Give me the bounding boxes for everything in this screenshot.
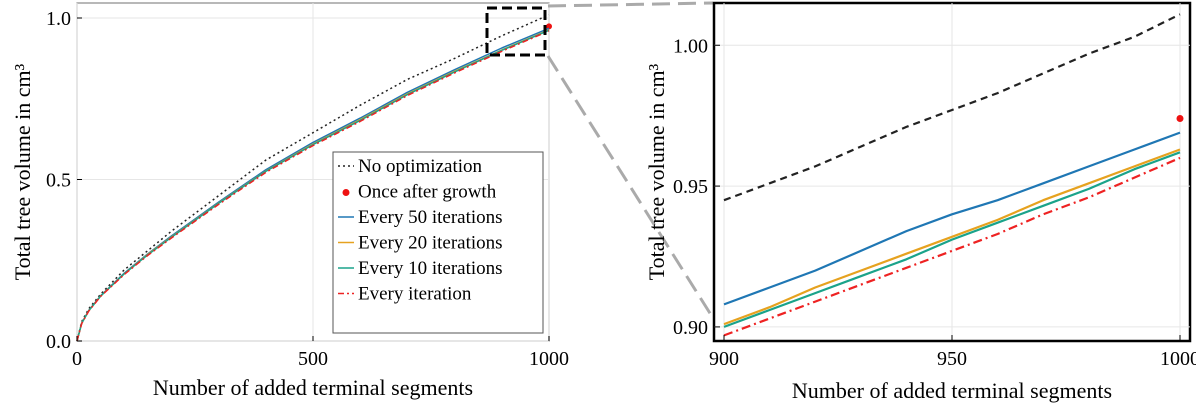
y-tick-label: 0.0	[46, 331, 71, 353]
legend-items: No optimization Once after growth Every 50…	[338, 156, 503, 305]
series-line-every-50-iterations	[723, 131, 1181, 306]
series-line-no-optimization	[76, 14, 550, 342]
series-line-every-iteration	[723, 156, 1181, 337]
legend-label-every-10-iterations: Every 10 iterations	[358, 258, 503, 279]
series-line-every-10-iterations	[723, 151, 1181, 328]
y-tick-label: 1.00	[673, 35, 708, 57]
series-point-once-after-growth	[546, 23, 552, 30]
legend-swatch-once-after-growth	[342, 189, 350, 196]
x-tick-label: 950	[937, 348, 967, 370]
legend-label-once-after-growth: Once after growth	[358, 182, 497, 203]
legend-label-every-20-iterations: Every 20 iterations	[358, 233, 503, 254]
y-tick-label: 0.95	[673, 176, 708, 198]
series-point-once-after-growth	[1176, 114, 1184, 122]
legend-label-no-optimization: No optimization	[358, 156, 483, 177]
x-tick-label: 0	[72, 348, 82, 370]
series-line-every-iteration	[76, 30, 550, 342]
legend-label-every-50-iterations: Every 50 iterations	[358, 207, 503, 228]
zoom-y-axis-label: Total tree volume in cm³	[644, 63, 669, 280]
main-x-axis-label: Number of added terminal segments	[153, 375, 473, 400]
x-tick-label: 500	[298, 348, 328, 370]
zoom-series	[723, 13, 1184, 337]
zoom-connector-top	[547, 1, 714, 8]
y-tick-label: 0.5	[46, 170, 71, 192]
legend-box	[332, 151, 544, 334]
x-tick-label: 1000	[1160, 348, 1196, 370]
main-ticks: 0 500 1000 0.0 0.5 1.0	[46, 8, 569, 370]
x-tick-label: 1000	[529, 348, 569, 370]
series-line-every-10-iterations	[76, 29, 550, 342]
x-tick-label: 900	[709, 348, 739, 370]
zoom-grid	[714, 3, 1190, 341]
y-tick-label: 0.90	[673, 317, 708, 339]
zoom-x-axis-label: Number of added terminal segments	[792, 378, 1112, 403]
legend-label-every-iteration: Every iteration	[358, 284, 472, 305]
series-line-no-optimization	[723, 13, 1181, 202]
series-line-every-20-iterations	[723, 148, 1181, 326]
main-series	[76, 14, 552, 342]
legend: No optimization Once after growth Every 50…	[332, 151, 544, 334]
main-y-axis-label: Total tree volume in cm³	[10, 63, 35, 280]
main-chart: 0 500 1000 0.0 0.5 1.0 Number of added termin…	[10, 2, 569, 400]
zoom-ticks: 900 950 1000 0.90 0.95 1.00	[673, 35, 1196, 370]
zoom-chart: 900 950 1000 0.90 0.95 1.00 Number of added t…	[644, 1, 1196, 403]
zoom-region-box	[485, 6, 547, 57]
y-tick-label: 1.0	[46, 8, 71, 30]
